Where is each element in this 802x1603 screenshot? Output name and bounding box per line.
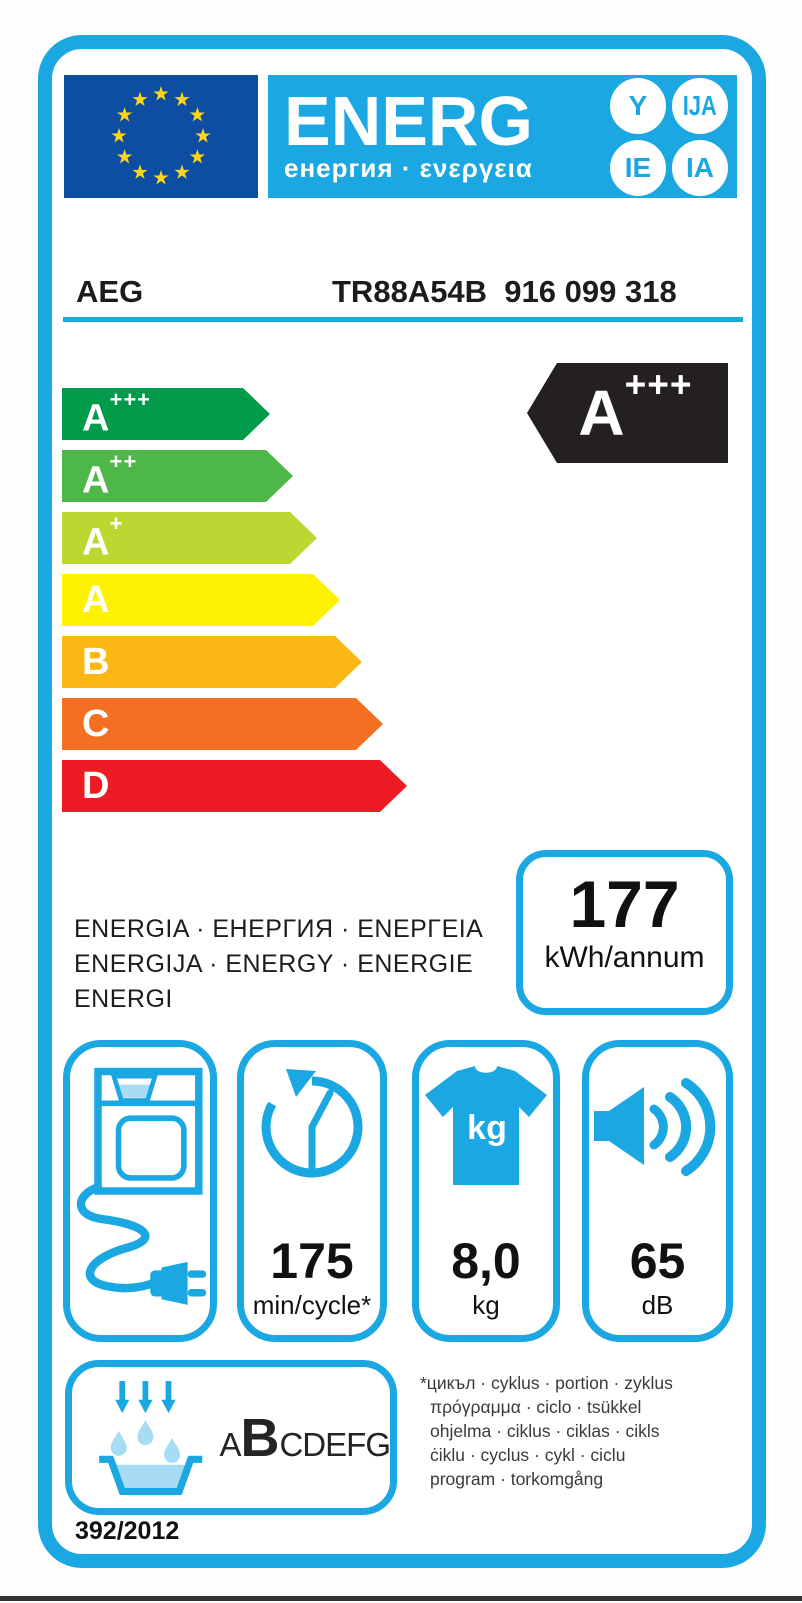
rating-badge: A+++ (527, 363, 728, 463)
rating-arrow-label: B (82, 641, 110, 683)
rating-arrow-label: D (82, 765, 110, 807)
footnote-line: ohjelma · ciklus · ciklas · cikls (430, 1421, 660, 1441)
condensation-icon (99, 1380, 203, 1495)
brand-underline (63, 317, 743, 322)
noise-unit: dB (641, 1290, 674, 1320)
energ-suffix-text: IA (686, 151, 714, 183)
annual-energy-unit: kWh/annum (544, 941, 705, 974)
footnote-line: *цикъл · cyklus · portion · zyklus (420, 1373, 673, 1393)
noise-box: 65 dB (582, 1040, 733, 1342)
svg-text:kg: kg (467, 1109, 507, 1147)
rating-arrow-label: A (82, 579, 110, 621)
dryer-plug-icon (76, 1067, 207, 1305)
energ-suffix-circle-ija: IJA (672, 77, 728, 134)
annual-energy-box: 177 kWh/annum (516, 850, 733, 1015)
model-number: TR88A54B 916 099 318 (332, 274, 677, 309)
cycle-footnote: *цикъл · cyklus · portion · zyklus πρόγρα… (420, 1371, 730, 1491)
clock-icon (261, 1069, 363, 1178)
rating-arrow-a: A (62, 574, 340, 626)
energy-word-line: ENERGI (74, 985, 173, 1013)
footnote-line: program · torkomgång (430, 1469, 604, 1489)
rating-arrow-label: A+++ (82, 387, 152, 440)
rating-badge-label: A+++ (578, 363, 693, 449)
rating-arrow-b: B (62, 636, 362, 688)
page-bottom-rule (0, 1596, 802, 1601)
condensation-letter-f: F (346, 1425, 366, 1463)
energ-logo: ENERG енергия · ενεργεια (268, 81, 533, 184)
energ-logo-box: ENERG енергия · ενεργεια Y IJA IE IA (268, 75, 737, 198)
rating-arrow-d: D (62, 760, 407, 812)
eu-star (117, 107, 133, 122)
rating-arrow-c: C (62, 698, 383, 750)
condensation-letter-a: A (219, 1425, 241, 1463)
rating-arrow-ap: A+ (62, 512, 317, 564)
eu-flag-icon (64, 75, 258, 198)
eu-star (153, 170, 169, 185)
regulation-number: 392/2012 (75, 1517, 180, 1545)
capacity-box: kg 8,0 kg (412, 1040, 560, 1342)
condensation-letter-b-active: B (240, 1407, 280, 1468)
rating-scale: A+++ A++ A+ A B C D (62, 388, 407, 822)
capacity-unit: kg (472, 1290, 500, 1320)
language-suffix-grid: Y IJA IE IA (610, 77, 737, 196)
rating-arrow-app: A++ (62, 450, 293, 502)
energy-word-block: ENERGIA · ЕНЕРГИЯ · ΕΝΕΡΓΕΙΑ ENERGIJA · … (74, 912, 504, 1017)
eu-star (153, 86, 169, 101)
rating-arrow-label: A+ (82, 511, 124, 564)
rating-arrow-label: A++ (82, 449, 138, 502)
eu-star (189, 149, 205, 164)
energy-word-line: ENERGIJA · ENERGY · ENERGIE (74, 950, 474, 978)
eu-star (195, 128, 211, 143)
brand-name: AEG (76, 274, 144, 309)
condensation-letter-e: E (325, 1425, 347, 1463)
energ-suffix-text: IJA (682, 89, 717, 121)
energ-suffix-text: Y (628, 89, 648, 121)
eu-star (111, 128, 127, 143)
energ-suffix-circle-ie: IE (610, 139, 666, 196)
cycle-time-unit: min/cycle* (252, 1290, 372, 1320)
footnote-line: πρόγραμμα · ciclo · tsükkel (430, 1397, 642, 1417)
eu-star (174, 164, 190, 179)
energ-logo-subtext: енергия · ενεργεια (284, 152, 533, 183)
rating-arrow-label: C (82, 703, 110, 745)
tshirt-kg-icon: kg (425, 1066, 547, 1185)
eu-star (174, 91, 190, 107)
eu-star (132, 164, 148, 179)
eu-star (132, 91, 148, 107)
electric-dryer-box (63, 1040, 217, 1342)
speaker-icon (593, 1078, 715, 1176)
rating-arrow-appp: A+++ (62, 388, 270, 440)
energ-suffix-circle-ia: IA (672, 139, 728, 196)
condensation-letter-g: G (365, 1425, 391, 1463)
cycle-time-value: 175 (270, 1233, 354, 1289)
energ-suffix-circle-y: Y (610, 77, 666, 134)
condensation-letter-d: D (302, 1425, 326, 1463)
eu-star (117, 149, 133, 164)
energ-logo-text: ENERG (284, 81, 533, 160)
eu-star (189, 107, 205, 122)
condensation-letter-c: C (279, 1425, 303, 1463)
energ-suffix-text: IE (624, 151, 652, 183)
annual-energy-value: 177 (569, 867, 680, 941)
capacity-value: 8,0 (451, 1233, 521, 1289)
cycle-time-box: 175 min/cycle* (237, 1040, 387, 1342)
noise-value: 65 (629, 1233, 686, 1289)
footnote-line: ċiklu · cyclus · cykl · ciclu (430, 1445, 626, 1465)
energy-word-line: ENERGIA · ЕНЕРГИЯ · ΕΝΕΡΓΕΙΑ (74, 915, 484, 943)
